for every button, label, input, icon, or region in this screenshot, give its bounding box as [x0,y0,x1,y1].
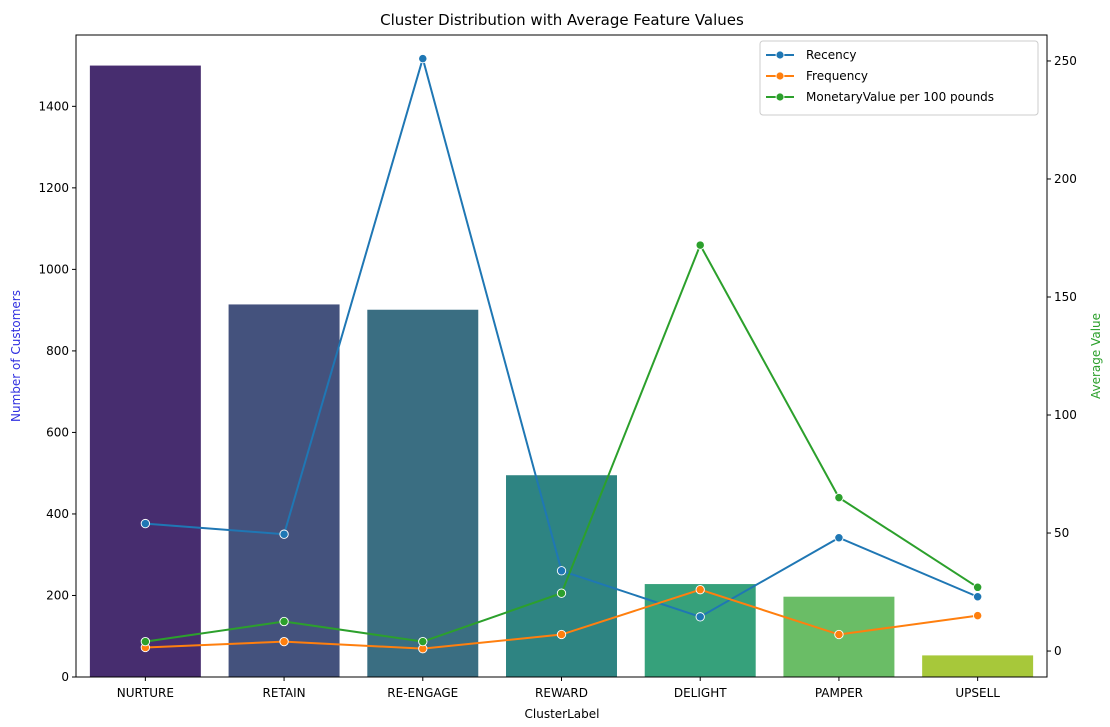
x-tick-label: NURTURE [117,686,174,700]
x-tick-label: REWARD [535,686,588,700]
series-point-monetaryvalue-per-100-pounds [556,588,567,598]
legend-marker-recency [775,50,785,60]
series-point-frequency [556,629,567,640]
y2-tick-label: 0 [1054,644,1062,658]
series-point-recency [418,53,428,64]
y-tick-label: 800 [46,344,69,358]
y-axis-right-title: Average Value [1089,313,1103,399]
x-tick-label: RE-ENGAGE [387,686,458,700]
y-tick-label: 1400 [38,99,69,113]
legend-label-frequency: Frequency [806,69,868,83]
series-point-recency [556,566,567,576]
y-axis-left-title: Number of Customers [9,290,23,422]
bar-retain [228,304,340,677]
bar-reward [506,475,617,677]
y-tick-label: 1200 [38,181,69,195]
y-axis-left: 0 200 400 600 800 1000 1200 1400 [38,99,76,684]
y-tick-label: 400 [46,507,69,521]
series-point-monetaryvalue-per-100-pounds [418,636,428,647]
series-point-frequency [834,629,844,640]
legend-box [759,40,1039,116]
chart-title: Cluster Distribution with Average Featur… [380,11,744,29]
y-tick-label: 0 [61,670,69,684]
legend-label-monetaryvalue-per-100-pounds: MonetaryValue per 100 pounds [806,90,994,104]
x-tick-label: UPSELL [955,686,1000,700]
series-point-frequency [279,636,289,647]
series-point-monetaryvalue-per-100-pounds [972,582,983,592]
bar-delight [644,584,756,677]
y2-tick-label: 200 [1054,172,1077,186]
series-point-recency [834,533,844,543]
series-point-monetaryvalue-per-100-pounds [695,240,705,250]
y2-tick-label: 50 [1054,526,1069,540]
series-point-recency [140,518,151,529]
series-point-recency [279,529,289,539]
lines-group [140,53,983,654]
x-tick-label: PAMPER [815,686,863,700]
x-axis: NURTURE RETAIN RE-ENGAGE REWARD DELIGHT PAMPE… [117,677,1000,700]
legend-marker-monetaryvalue-per-100-pounds [775,92,785,102]
series-point-recency [972,592,983,602]
y2-tick-label: 100 [1054,408,1077,422]
y-tick-label: 200 [46,588,69,602]
series-point-recency [695,612,705,622]
legend-label-recency: Recency [806,48,856,62]
bars-group [89,65,1034,678]
y2-tick-label: 150 [1054,290,1077,304]
x-tick-label: RETAIN [263,686,306,700]
series-point-frequency [972,610,983,621]
x-axis-title: ClusterLabel [525,707,600,721]
series-point-frequency [695,585,705,595]
series-point-monetaryvalue-per-100-pounds [279,616,289,627]
series-point-monetaryvalue-per-100-pounds [834,492,844,503]
y-axis-right: 0 50 100 150 200 250 [1047,54,1077,658]
y-tick-label: 600 [46,425,69,439]
legend-marker-frequency [775,71,785,81]
y2-tick-label: 250 [1054,54,1077,68]
bar-nurture [89,65,201,678]
legend: Recency Frequency MonetaryValue per 100 po… [759,40,1039,116]
bar-re-engage [367,309,479,677]
x-tick-label: DELIGHT [674,686,727,700]
bar-upsell [922,655,1034,677]
series-point-monetaryvalue-per-100-pounds [140,636,151,647]
y-tick-label: 1000 [38,262,69,276]
